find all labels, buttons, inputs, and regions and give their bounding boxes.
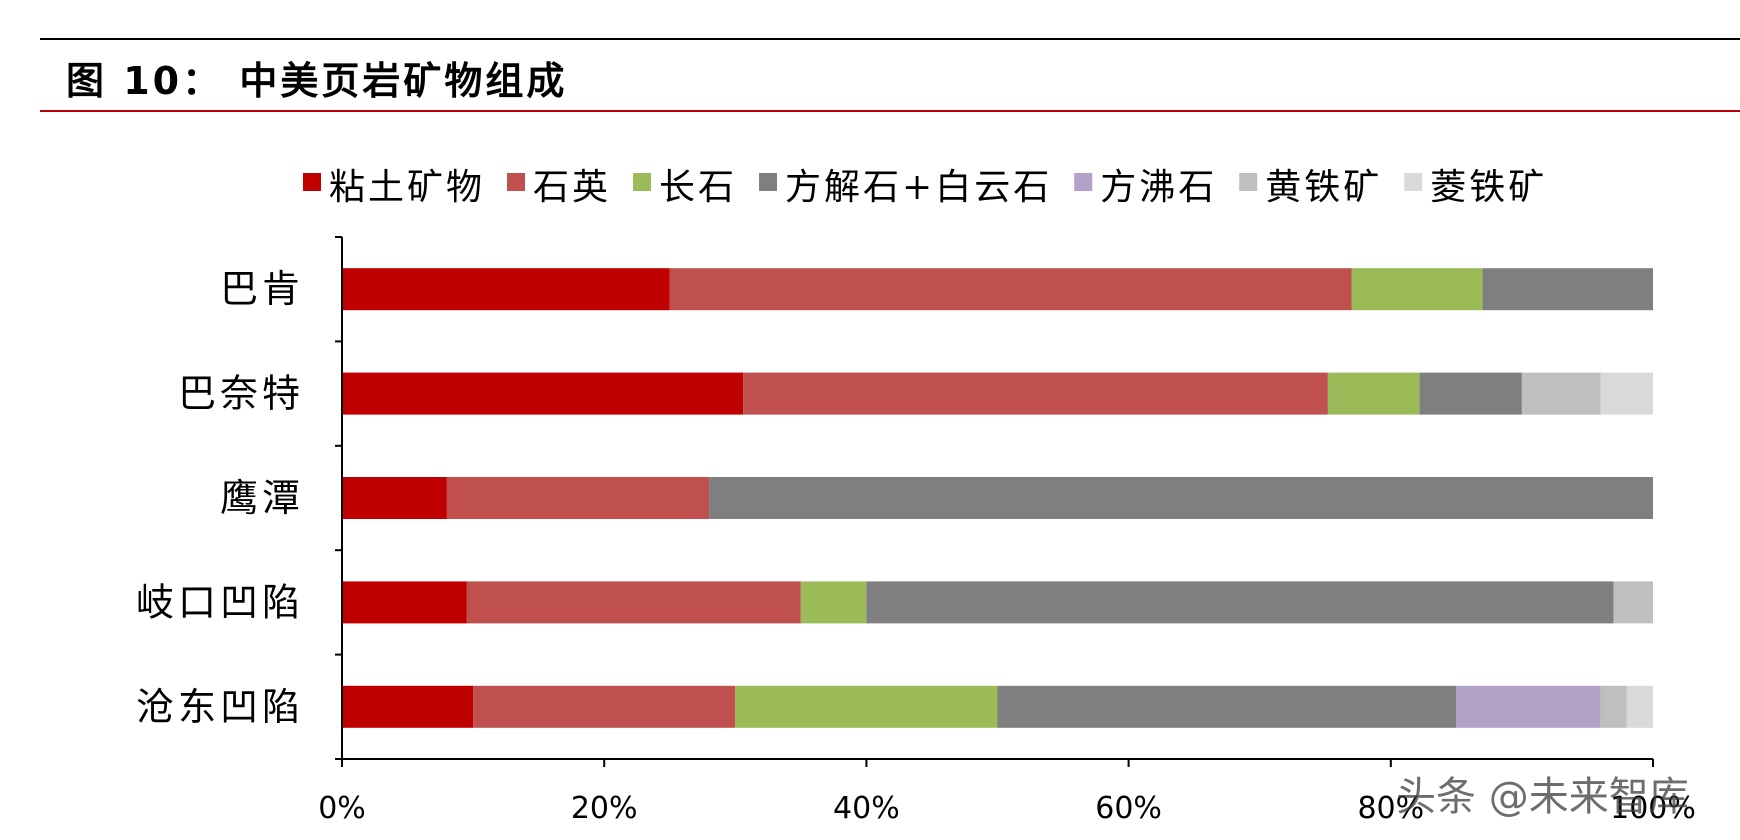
bar-segment xyxy=(1600,685,1627,728)
bar-segment xyxy=(342,268,670,311)
category-label: 巴肯 xyxy=(220,267,304,311)
bar-segment xyxy=(1327,372,1420,415)
category-label: 岐口凹陷 xyxy=(136,580,304,624)
bar-segment xyxy=(466,581,801,624)
x-tick-label: 60% xyxy=(1095,791,1162,826)
bar-segment xyxy=(342,581,467,624)
legend-label: 石英 xyxy=(533,167,611,208)
legend-label: 方沸石 xyxy=(1100,167,1217,208)
x-tick-label: 40% xyxy=(833,791,900,826)
bar-segment xyxy=(1456,685,1601,728)
legend-swatch xyxy=(303,173,321,191)
bar-segment xyxy=(1419,372,1522,415)
x-tick-label: 100% xyxy=(1610,791,1696,826)
bar-segment xyxy=(1521,372,1601,415)
title-rule xyxy=(40,110,1740,112)
watermark: 头条 @未来智库 xyxy=(1396,774,1689,820)
legend-swatch xyxy=(1404,173,1423,191)
bar-segment xyxy=(342,685,474,728)
legend-label: 方解石+白云石 xyxy=(785,167,1052,208)
bar-segment xyxy=(342,372,744,415)
bar-segment xyxy=(1600,372,1653,415)
category-label: 沧东凹陷 xyxy=(136,685,304,729)
bar-segment xyxy=(735,685,998,728)
bar-segment xyxy=(473,685,736,728)
legend-label: 菱铁矿 xyxy=(1430,167,1547,208)
legend-swatch xyxy=(507,173,526,191)
legend-swatch xyxy=(1074,173,1093,191)
top-rule xyxy=(40,38,1740,40)
bar-segment xyxy=(342,477,447,519)
legend-swatch xyxy=(759,173,778,191)
figure-title: 图 10： 中美页岩矿物组成 xyxy=(66,59,568,103)
legend-label: 长石 xyxy=(659,167,737,208)
bar-segment xyxy=(800,581,867,624)
bar-segment xyxy=(1351,268,1483,311)
bar-segment xyxy=(743,372,1328,415)
bar-segment xyxy=(1626,685,1653,728)
category-label: 鹰潭 xyxy=(220,476,304,520)
bar-segment xyxy=(1613,581,1653,624)
legend-swatch xyxy=(1239,173,1258,191)
bar-segment xyxy=(669,268,1352,311)
bar-segment xyxy=(866,581,1614,624)
legend-label: 粘土矿物 xyxy=(329,167,485,208)
legend-label: 黄铁矿 xyxy=(1265,167,1382,208)
category-label: 巴奈特 xyxy=(178,372,304,416)
bar-segment xyxy=(709,477,1653,519)
legend-swatch xyxy=(633,173,652,191)
x-tick-label: 80% xyxy=(1357,791,1424,826)
bar-segment xyxy=(1482,268,1653,311)
x-tick-label: 0% xyxy=(318,791,366,826)
x-tick-label: 20% xyxy=(571,791,638,826)
bar-segment xyxy=(446,477,710,519)
bar-segment xyxy=(997,685,1457,728)
